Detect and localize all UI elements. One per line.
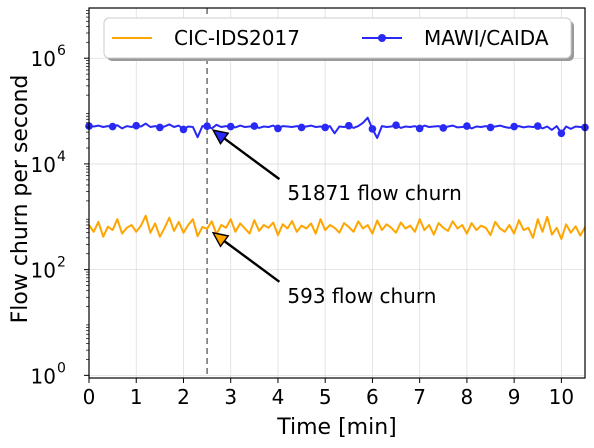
series-point-1 bbox=[392, 121, 400, 130]
series-point-1 bbox=[557, 129, 566, 138]
x-axis-label: Time [min] bbox=[276, 415, 397, 440]
series-point-1 bbox=[415, 124, 424, 133]
x-tick-label: 5 bbox=[319, 385, 332, 409]
series-point-1 bbox=[463, 122, 471, 130]
legend-label-1: MAWI/CAIDA bbox=[424, 26, 549, 50]
series-point-1 bbox=[132, 121, 141, 130]
x-tick-label: 7 bbox=[413, 385, 426, 409]
series-point-1 bbox=[321, 123, 329, 132]
series-point-1 bbox=[250, 122, 259, 130]
legend: CIC-IDS2017 MAWI/CAIDA bbox=[103, 17, 574, 61]
y-tick-exponent: 6 bbox=[57, 43, 66, 59]
y-tick-exponent: 0 bbox=[57, 360, 66, 376]
grid bbox=[88, 8, 585, 378]
x-tick-label: 1 bbox=[130, 385, 143, 409]
plot-frame bbox=[88, 7, 586, 379]
series-point-1 bbox=[297, 123, 306, 132]
series-point-1 bbox=[156, 123, 164, 132]
x-tick-label: 4 bbox=[272, 385, 285, 409]
series-line-1 bbox=[88, 116, 586, 139]
series-point-1 bbox=[203, 122, 211, 130]
series-point-1 bbox=[345, 121, 353, 130]
series-point-1 bbox=[108, 122, 117, 131]
series-point-1 bbox=[486, 123, 495, 132]
series-point-1 bbox=[439, 124, 448, 132]
y-tick-label: 10 bbox=[31, 259, 56, 283]
y-tick-exponent: 2 bbox=[57, 255, 66, 271]
y-tick-label: 10 bbox=[31, 47, 56, 71]
annotations: 51871 flow churn 593 flow churn bbox=[211, 129, 462, 308]
series-point-1 bbox=[179, 125, 188, 134]
legend-label-0: CIC-IDS2017 bbox=[174, 26, 300, 50]
y-tick-exponent: 4 bbox=[57, 149, 66, 165]
annotation-arrow-line-1 bbox=[223, 240, 281, 283]
series-point-1 bbox=[368, 125, 377, 133]
y-tick-label: 10 bbox=[31, 364, 56, 388]
x-tick-label: 3 bbox=[224, 385, 237, 409]
series-point-1 bbox=[533, 122, 542, 130]
series-line-0 bbox=[88, 214, 586, 240]
x-tick-label: 8 bbox=[461, 385, 474, 409]
y-tick-label: 10 bbox=[31, 153, 56, 177]
x-tick-label: 0 bbox=[83, 385, 96, 409]
series-point-1 bbox=[226, 122, 235, 131]
series-point-1 bbox=[274, 124, 282, 133]
legend-box bbox=[103, 17, 572, 59]
y-axis-label: Flow churn per second bbox=[8, 75, 33, 324]
x-tick-label: 2 bbox=[177, 385, 190, 409]
annotation-arrow-line-0 bbox=[223, 137, 281, 181]
series-point-1 bbox=[510, 122, 518, 131]
x-tick-label: 9 bbox=[508, 385, 521, 409]
annotation-arrow-head-1 bbox=[211, 231, 230, 248]
annotation-text-1: 593 flow churn bbox=[287, 284, 436, 308]
x-tick-label: 6 bbox=[366, 385, 379, 409]
series-layer bbox=[85, 116, 589, 240]
annotation-text-0: 51871 flow churn bbox=[287, 181, 461, 205]
x-tick-label: 10 bbox=[549, 385, 574, 409]
legend-marker-1 bbox=[378, 34, 386, 42]
annotation-arrow-head-0 bbox=[211, 129, 230, 145]
